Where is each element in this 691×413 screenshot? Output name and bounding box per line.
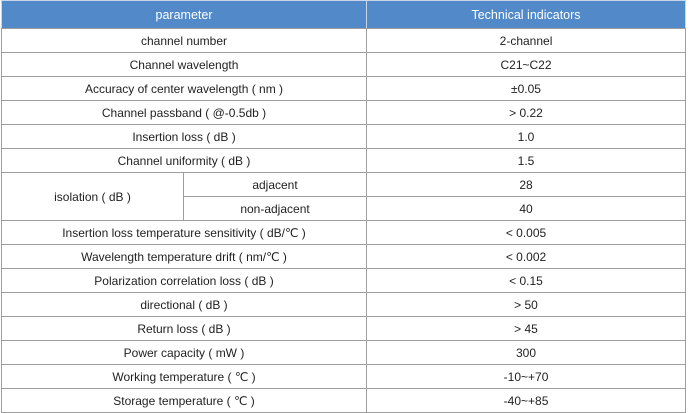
- param-cell: Insertion loss temperature sensitivity (…: [0, 220, 368, 245]
- param-cell: directional ( dB ): [0, 292, 368, 317]
- table-row-isolation-non-adjacent: non-adjacent 40: [2, 196, 687, 221]
- value-cell: 2-channel: [366, 28, 687, 53]
- param-cell: Return loss ( dB ): [0, 316, 368, 341]
- param-cell: Channel passband ( @-0.5db ): [0, 100, 368, 125]
- value-cell: 28: [366, 172, 687, 197]
- table-row-channel-number: channel number 2-channel: [0, 28, 687, 53]
- table-row-channel-uniformity: Channel uniformity ( dB ) 1.5: [0, 148, 687, 173]
- table-row-il-temperature-sensitivity: Insertion loss temperature sensitivity (…: [0, 220, 687, 245]
- value-cell: 300: [366, 340, 687, 365]
- value-cell: < 0.005: [366, 220, 687, 245]
- table-row-center-wavelength-accuracy: Accuracy of center wavelength ( nm ) ±0.…: [0, 76, 687, 101]
- value-cell: > 50: [366, 292, 687, 317]
- value-cell: -40~+85: [366, 388, 687, 413]
- value-cell: ±0.05: [366, 76, 687, 101]
- value-cell: -10~+70: [366, 364, 687, 389]
- param-cell: Wavelength temperature drift ( nm/℃ ): [0, 244, 368, 269]
- param-cell: Storage temperature ( ℃ ): [0, 388, 368, 413]
- param-cell: Channel uniformity ( dB ): [0, 148, 368, 173]
- table-row-directional: directional ( dB ) > 50: [0, 292, 687, 317]
- value-cell: > 0.22: [366, 100, 687, 125]
- table-row-channel-passband: Channel passband ( @-0.5db ) > 0.22: [0, 100, 687, 125]
- header-parameter: parameter: [0, 0, 368, 29]
- param-cell: Working temperature ( ℃ ): [0, 364, 368, 389]
- table-row-power-capacity: Power capacity ( mW ) 300: [0, 340, 687, 365]
- table-row-wavelength-temperature-drift: Wavelength temperature drift ( nm/℃ ) < …: [0, 244, 687, 269]
- param-cell: Channel wavelength: [0, 52, 368, 77]
- table-row-polarization-correlation-loss: Polarization correlation loss ( dB ) < 0…: [0, 268, 687, 293]
- table-row-insertion-loss: Insertion loss ( dB ) 1.0: [0, 124, 687, 149]
- value-cell: < 0.002: [366, 244, 687, 269]
- header-technical-indicators: Technical indicators: [366, 0, 687, 29]
- param-cell: Insertion loss ( dB ): [0, 124, 368, 149]
- value-cell: C21~C22: [366, 52, 687, 77]
- param-cell: channel number: [0, 28, 368, 53]
- table-row-storage-temperature: Storage temperature ( ℃ ) -40~+85: [0, 388, 687, 413]
- param-cell: adjacent: [182, 172, 368, 197]
- param-cell: Polarization correlation loss ( dB ): [0, 268, 368, 293]
- value-cell: < 0.15: [366, 268, 687, 293]
- value-cell: > 45: [366, 316, 687, 341]
- param-cell: Accuracy of center wavelength ( nm ): [0, 76, 368, 101]
- param-cell: non-adjacent: [182, 196, 368, 221]
- table-header-row: parameter Technical indicators: [0, 0, 687, 29]
- value-cell: 1.0: [366, 124, 687, 149]
- value-cell: 40: [366, 196, 687, 221]
- param-cell: Power capacity ( mW ): [0, 340, 368, 365]
- value-cell: 1.5: [366, 148, 687, 173]
- isolation-label-cell: isolation ( dB ): [1, 172, 184, 221]
- table-row-return-loss: Return loss ( dB ) > 45: [0, 316, 687, 341]
- table-row-isolation-adjacent: isolation ( dB ) adjacent 28: [1, 172, 687, 221]
- table-row-channel-wavelength: Channel wavelength C21~C22: [0, 52, 687, 77]
- table-row-working-temperature: Working temperature ( ℃ ) -10~+70: [0, 364, 687, 389]
